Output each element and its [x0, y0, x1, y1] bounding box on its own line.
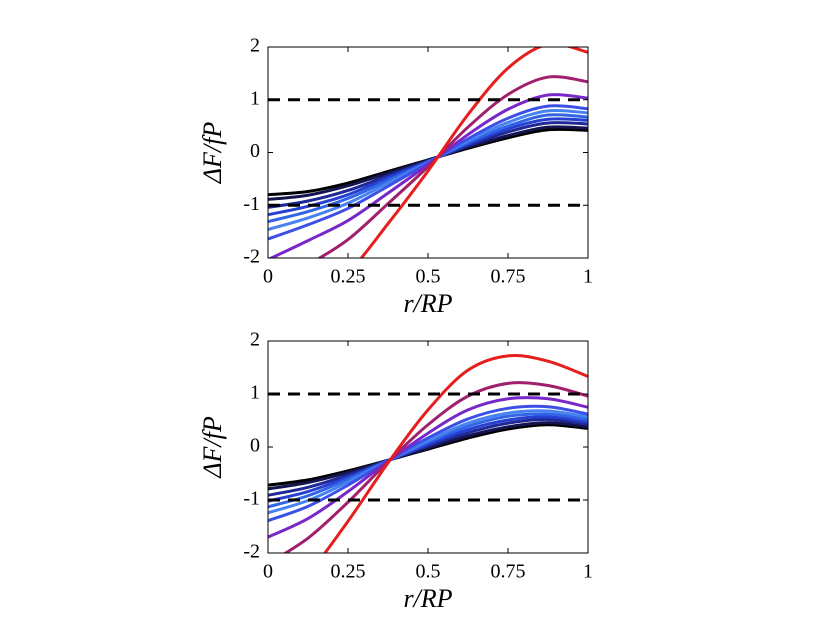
- data-line: [316, 75, 588, 258]
- x-tick-label: 0.25: [331, 561, 366, 583]
- data-line: [359, 47, 588, 258]
- y-tick-label: -1: [243, 488, 260, 510]
- y-axis-label: ΔF/fP: [198, 416, 227, 479]
- x-tick-label: 0.75: [491, 561, 526, 583]
- y-axis-label: ΔF/fP: [198, 122, 227, 185]
- y-tick-label: 1: [250, 87, 260, 109]
- y-tick-label: 0: [250, 140, 260, 162]
- data-line: [268, 409, 588, 515]
- data-line: [268, 417, 588, 497]
- x-tick-label: 0.25: [331, 266, 366, 288]
- x-tick-label: 1: [583, 561, 593, 583]
- data-line: [323, 353, 588, 553]
- y-tick-label: -2: [243, 246, 260, 268]
- x-tick-label: 0.75: [491, 266, 526, 288]
- y-tick-label: 2: [250, 35, 260, 57]
- x-tick-label: 1: [583, 266, 593, 288]
- y-tick-label: -2: [243, 541, 260, 563]
- data-line: [268, 396, 588, 539]
- x-axis-label: r/RP: [403, 289, 452, 318]
- y-tick-label: 2: [250, 329, 260, 351]
- x-tick-label: 0.5: [416, 266, 441, 288]
- data-line: [268, 421, 588, 491]
- x-tick-label: 0: [263, 561, 273, 583]
- data-line: [268, 415, 588, 503]
- y-tick-label: 0: [250, 435, 260, 457]
- x-tick-label: 0.5: [416, 561, 441, 583]
- data-line: [282, 381, 588, 553]
- y-tick-label: 1: [250, 382, 260, 404]
- data-line: [268, 93, 588, 258]
- y-tick-label: -1: [243, 193, 260, 215]
- plot-area: [268, 353, 588, 553]
- x-tick-label: 0: [263, 266, 273, 288]
- x-axis-label: r/RP: [403, 584, 452, 613]
- plot-area: [268, 47, 588, 258]
- data-line: [268, 412, 588, 509]
